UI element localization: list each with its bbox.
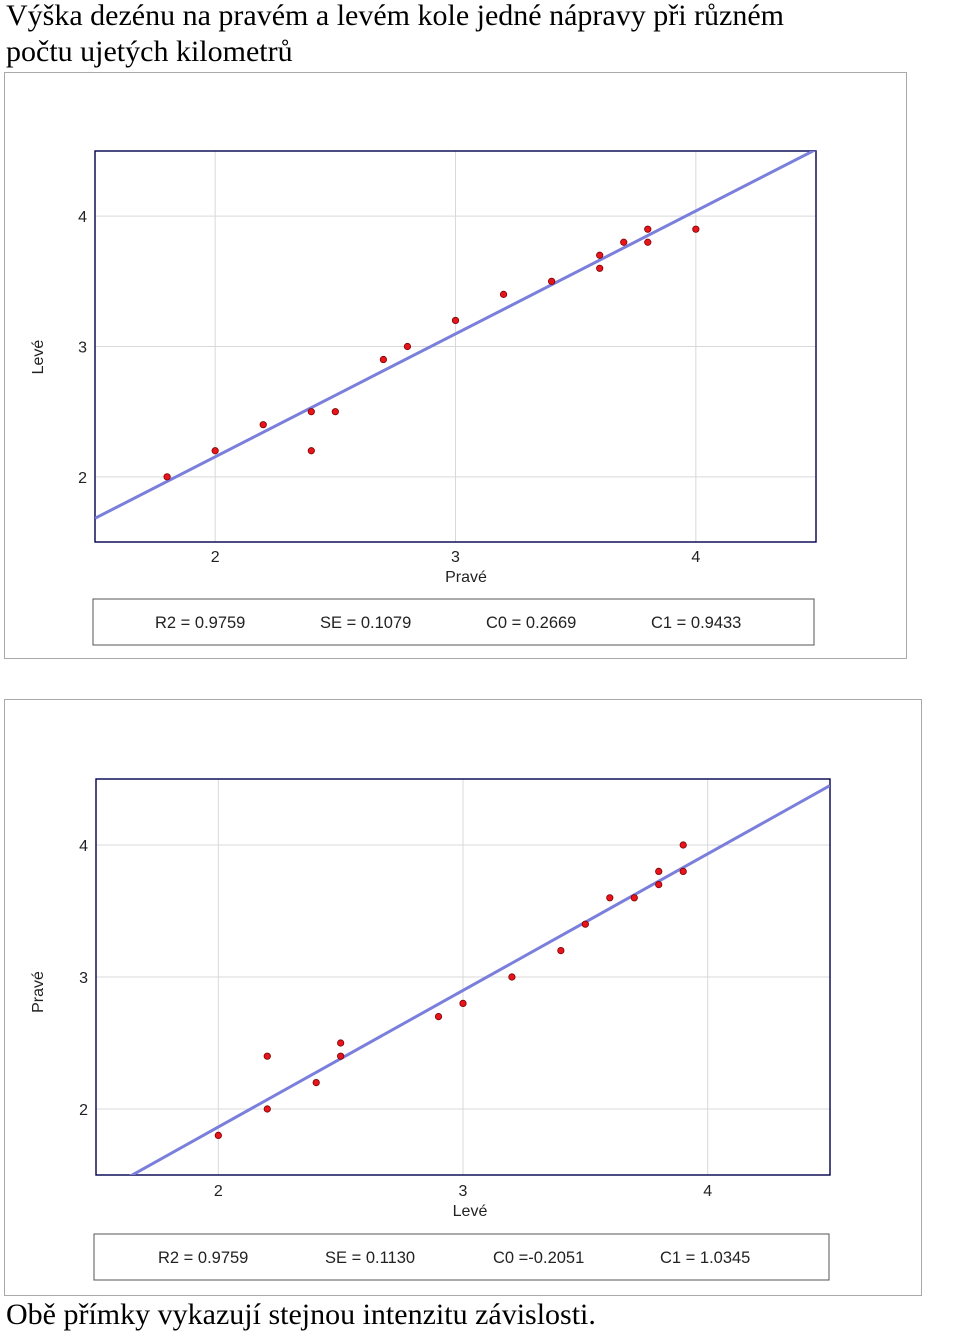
data-point xyxy=(655,881,663,889)
data-point xyxy=(499,290,508,298)
data-point xyxy=(434,1012,443,1021)
data-point xyxy=(259,421,267,429)
data-point xyxy=(557,947,565,955)
y-tick-label: 2 xyxy=(78,470,87,487)
data-point xyxy=(337,1052,345,1060)
x-axis-title: Pravé xyxy=(445,569,487,586)
heading-line-2: počtu ujetých kilometrů xyxy=(6,35,293,68)
stats-value: C0 = 0.2669 xyxy=(486,614,576,632)
scatter-chart-leve-prave: 2 3 4 2 3 4 Levé Pravé R2 = 0.9759 SE = 0.1130 C0 … xyxy=(4,699,922,1296)
conclusion-text: Obě přímky vykazují stejnou intenzitu zá… xyxy=(6,1298,596,1331)
data-point xyxy=(211,447,219,455)
plot-frame xyxy=(94,150,817,543)
data-point xyxy=(307,408,315,416)
stats-value: SE = 0.1130 xyxy=(325,1249,415,1267)
x-tick-label: 3 xyxy=(459,1183,468,1200)
data-point xyxy=(692,225,700,233)
x-tick-label: 2 xyxy=(211,549,220,566)
fit-line-group xyxy=(95,151,816,520)
y-axis-title: Levé xyxy=(30,340,47,375)
data-point xyxy=(596,251,604,259)
y-axis-title: Pravé xyxy=(30,971,47,1013)
x-tick-label: 4 xyxy=(691,549,700,566)
regression-line xyxy=(95,151,816,520)
y-tick-label: 3 xyxy=(78,340,87,357)
data-point xyxy=(630,894,638,902)
chart-2-canvas: 2 3 4 2 3 4 Levé Pravé R2 = 0.9759 SE = 0.1130 C0 … xyxy=(30,778,831,1281)
data-point xyxy=(606,894,614,902)
data-point xyxy=(214,1131,222,1139)
data-point xyxy=(307,447,315,455)
fit-line-group xyxy=(129,784,830,1175)
x-tick-label: 4 xyxy=(703,1183,712,1200)
data-point xyxy=(508,973,516,981)
stats-value: R2 = 0.9759 xyxy=(155,614,245,632)
data-point xyxy=(548,277,556,285)
data-point xyxy=(596,264,604,272)
stats-value: R2 = 0.9759 xyxy=(158,1249,248,1267)
data-point xyxy=(331,408,339,416)
stats-value: C1 = 1.0345 xyxy=(660,1249,750,1267)
data-point xyxy=(337,1039,345,1047)
data-point xyxy=(679,841,687,849)
scatter-chart-prave-leve: 2 3 4 2 3 4 Pravé Levé R2 = 0.9759 SE = 0.1079 C0 … xyxy=(4,72,907,659)
data-point xyxy=(451,316,460,325)
data-point xyxy=(581,920,589,928)
x-tick-label: 3 xyxy=(451,549,460,566)
y-tick-label: 3 xyxy=(79,970,88,987)
y-tick-label: 4 xyxy=(79,838,88,855)
data-point xyxy=(263,1052,271,1060)
data-point xyxy=(312,1078,320,1087)
regression-line xyxy=(129,784,830,1175)
data-point xyxy=(403,342,412,351)
plot-frame xyxy=(95,778,831,1176)
stats-box xyxy=(92,598,815,646)
data-point xyxy=(644,238,652,246)
y-tick-label: 4 xyxy=(78,209,87,226)
stats-box xyxy=(93,1233,830,1281)
data-point xyxy=(620,238,628,246)
data-point xyxy=(644,225,652,233)
stats-value: C1 = 0.9433 xyxy=(651,614,741,632)
page-heading: Výška dezénu na pravém a levém kole jedn… xyxy=(6,0,960,70)
data-point xyxy=(459,999,467,1007)
data-point xyxy=(163,473,171,481)
data-point xyxy=(655,867,663,875)
chart-1-canvas: 2 3 4 2 3 4 Pravé Levé R2 = 0.9759 SE = 0.1079 C0 … xyxy=(30,150,817,646)
stats-value: C0 =-0.2051 xyxy=(493,1249,584,1267)
data-point xyxy=(679,867,687,875)
stats-value: SE = 0.1079 xyxy=(320,614,411,632)
data-point xyxy=(263,1105,271,1113)
x-axis-title: Levé xyxy=(453,1203,488,1220)
y-tick-label: 2 xyxy=(79,1102,88,1119)
x-tick-label: 2 xyxy=(214,1183,223,1200)
data-point xyxy=(379,355,387,364)
heading-line-1: Výška dezénu na pravém a levém kole jedn… xyxy=(6,0,785,32)
